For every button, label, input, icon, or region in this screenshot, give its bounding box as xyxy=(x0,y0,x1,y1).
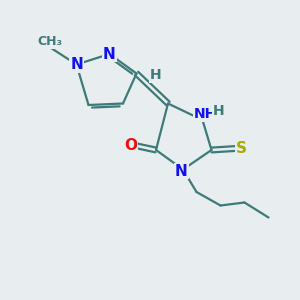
Text: NH: NH xyxy=(193,107,217,121)
Text: H: H xyxy=(213,104,225,118)
Text: N: N xyxy=(103,46,116,62)
Text: N: N xyxy=(175,164,188,178)
Text: CH₃: CH₃ xyxy=(37,35,62,48)
Text: O: O xyxy=(124,138,137,153)
Text: H: H xyxy=(149,68,161,82)
Text: N: N xyxy=(70,57,83,72)
Text: S: S xyxy=(236,141,247,156)
